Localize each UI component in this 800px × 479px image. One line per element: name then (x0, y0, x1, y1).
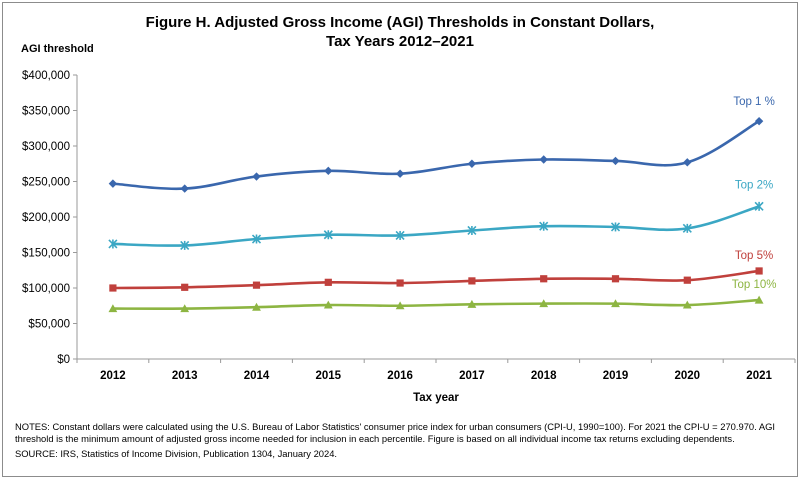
y-tick-label: $400,000 (22, 70, 70, 82)
data-point-0 (539, 155, 548, 164)
data-point-2 (324, 278, 332, 286)
y-tick-label: $350,000 (22, 106, 70, 118)
data-point-1 (610, 222, 621, 232)
chart-title-line-1: Figure H. Adjusted Gross Income (AGI) Th… (145, 14, 655, 31)
x-axis-label: Tax year (413, 392, 459, 404)
data-point-3 (682, 300, 692, 309)
series-label-1: Top 2% (735, 179, 773, 191)
data-point-1 (251, 234, 262, 244)
series-label-3: Top 10% (732, 279, 777, 291)
x-tick-label: 2013 (172, 370, 198, 382)
source-text: SOURCE: IRS, Statistics of Income Divisi… (15, 448, 338, 459)
data-point-2 (611, 275, 620, 283)
chart-title: Figure H. Adjusted Gross Income (AGI) Th… (3, 13, 797, 51)
data-point-0 (324, 166, 333, 176)
data-point-2 (396, 279, 404, 287)
series-line-3 (111, 298, 761, 311)
data-point-2 (252, 281, 261, 289)
y-tick-label: $0 (57, 354, 70, 366)
data-point-0 (754, 116, 764, 126)
data-point-3 (467, 299, 477, 308)
data-point-1 (539, 221, 549, 231)
data-point-1 (754, 201, 764, 211)
data-point-3 (754, 295, 764, 304)
x-tick-label: 2019 (603, 370, 629, 382)
x-tick-label: 2017 (459, 370, 485, 382)
data-point-3 (252, 302, 261, 311)
data-point-3 (108, 304, 118, 313)
data-point-2 (109, 284, 117, 292)
series-line-2 (111, 269, 761, 290)
data-point-0 (395, 169, 405, 178)
series-line-0 (111, 119, 761, 191)
x-tick-label: 2020 (675, 370, 701, 382)
data-point-3 (180, 304, 190, 313)
data-point-1 (682, 223, 692, 233)
x-tick-label: 2015 (316, 370, 342, 382)
x-tick-label: 2014 (244, 370, 270, 382)
data-point-1 (108, 239, 118, 249)
data-point-1 (467, 225, 477, 236)
data-point-1 (180, 240, 190, 250)
y-tick-label: $150,000 (22, 248, 70, 260)
data-point-2 (468, 277, 476, 285)
data-point-2 (755, 267, 763, 275)
y-tick-label: $300,000 (22, 141, 70, 153)
y-tick-label: $50,000 (28, 319, 70, 331)
x-tick-label: 2012 (100, 370, 126, 382)
data-point-3 (539, 299, 549, 308)
data-point-0 (683, 158, 692, 167)
x-tick-label: 2021 (746, 370, 772, 382)
series-label-2: Top 5% (735, 250, 773, 262)
data-point-3 (611, 299, 620, 308)
data-point-3 (323, 300, 333, 309)
y-tick-label: $250,000 (22, 177, 70, 189)
y-axis-label: AGI threshold (21, 43, 94, 55)
y-tick-label: $200,000 (22, 212, 70, 224)
data-point-0 (108, 179, 118, 188)
y-tick-label: $100,000 (22, 283, 70, 295)
data-point-0 (467, 159, 477, 168)
notes-text: NOTES: Constant dollars were calculated … (15, 421, 775, 444)
data-point-0 (611, 156, 620, 166)
line-chart: $0 $50,000 $100,000 $150,000 $200,000 $250,00… (22, 70, 796, 404)
chart-notes: NOTES: Constant dollars were calculated … (15, 421, 787, 460)
data-point-2 (683, 276, 691, 284)
x-tick-label: 2016 (387, 370, 413, 382)
data-point-3 (395, 301, 405, 310)
data-point-2 (540, 275, 548, 283)
chart-title-line-2: Tax Years 2012–2021 (326, 33, 474, 50)
data-point-0 (252, 172, 261, 181)
series-line-1 (111, 205, 761, 247)
data-point-1 (323, 230, 333, 240)
series-label-0: Top 1 % (733, 96, 775, 108)
data-point-1 (395, 230, 405, 241)
data-point-0 (180, 184, 189, 193)
data-point-2 (181, 283, 189, 291)
x-tick-label: 2018 (531, 370, 557, 382)
